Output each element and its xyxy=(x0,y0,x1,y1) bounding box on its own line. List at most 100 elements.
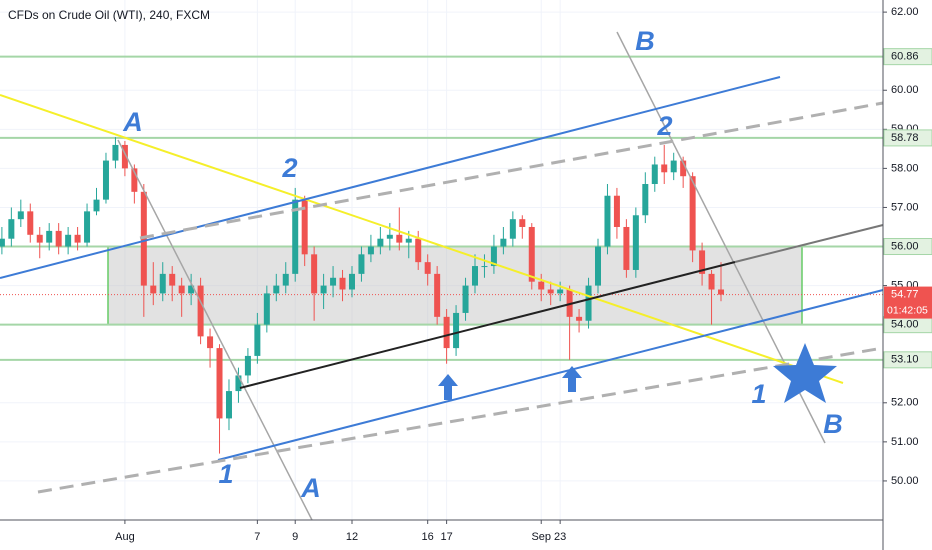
y-tick-label: 50.00 xyxy=(891,475,919,487)
annotation-label: 2 xyxy=(656,111,672,141)
candle-body xyxy=(604,195,611,247)
candle-body xyxy=(680,160,687,177)
x-tick-label: 7 xyxy=(254,531,260,543)
candle-body xyxy=(27,211,34,235)
candle-body xyxy=(292,199,299,274)
y-tick-label: 52.00 xyxy=(891,397,919,409)
candle-body xyxy=(453,312,460,349)
dashed-lower xyxy=(37,346,884,494)
candle-body xyxy=(131,168,138,192)
candle-body xyxy=(8,219,15,239)
candle-body xyxy=(36,234,43,243)
candle-body xyxy=(386,234,393,239)
candle-body xyxy=(424,262,431,274)
y-tick-label: 58.00 xyxy=(891,162,919,174)
candle-body xyxy=(585,285,592,321)
zone-box xyxy=(107,245,803,326)
dashed-upper xyxy=(139,101,884,240)
candle-body xyxy=(159,273,166,294)
x-tick-label: Sep xyxy=(531,531,551,543)
candle-body xyxy=(443,316,450,349)
candle-body xyxy=(17,211,24,220)
candle-body xyxy=(178,285,185,294)
level-label: 54.00 xyxy=(891,319,919,331)
candle-body xyxy=(311,254,318,294)
trend-line-a xyxy=(117,139,313,521)
candle-body xyxy=(169,273,176,286)
candle-body xyxy=(642,184,649,216)
candle-body xyxy=(330,277,337,286)
candle-body xyxy=(207,336,214,349)
candle-body xyxy=(216,348,223,419)
candle-body xyxy=(55,230,62,247)
annotation-label: B xyxy=(635,26,655,56)
candle-body xyxy=(121,144,128,169)
candle-body xyxy=(547,289,554,294)
annotation-label: B xyxy=(823,409,843,439)
candle-body xyxy=(244,355,251,376)
candle-body xyxy=(689,176,696,251)
candle-body xyxy=(197,285,204,337)
level-label: 56.00 xyxy=(891,240,919,252)
candle-body xyxy=(0,238,5,247)
candle-body xyxy=(84,211,91,243)
level-tag xyxy=(883,129,932,147)
y-tick-label: 51.00 xyxy=(891,436,919,448)
annotation-label: A xyxy=(300,473,321,503)
y-tick-label: 62.00 xyxy=(891,6,919,18)
candle-body xyxy=(471,266,478,286)
annotation-label: 2 xyxy=(281,153,297,183)
candle-body xyxy=(225,391,232,419)
candle-body xyxy=(462,285,469,313)
candle-body xyxy=(670,160,677,173)
candle-body xyxy=(320,285,327,294)
candle-body xyxy=(74,234,81,243)
candle-body xyxy=(396,234,403,243)
candle-body xyxy=(576,316,583,321)
candle-body xyxy=(500,238,507,247)
x-tick-label: 17 xyxy=(440,531,452,543)
candle-body xyxy=(434,273,441,317)
candle-body xyxy=(263,293,270,325)
candle-body xyxy=(273,285,280,294)
candle-body xyxy=(623,226,630,270)
level-tag xyxy=(883,48,932,66)
yellow-trend-line xyxy=(0,94,844,384)
candle-body xyxy=(708,273,715,290)
candle-body xyxy=(415,238,422,263)
time-axis xyxy=(0,520,932,550)
level-label: 60.86 xyxy=(891,51,919,63)
candle-body xyxy=(102,160,109,200)
candle-body xyxy=(358,254,365,274)
current-price-label: 54.77 xyxy=(891,288,919,300)
candle-body xyxy=(367,246,374,255)
channel-lower xyxy=(217,289,884,461)
candle-body xyxy=(348,273,355,290)
candle-body xyxy=(538,281,545,290)
price-axis xyxy=(883,0,932,550)
x-tick-label: 16 xyxy=(422,531,434,543)
candle-body xyxy=(377,238,384,247)
candle-body xyxy=(339,277,346,290)
candle-body xyxy=(150,285,157,294)
annotation-label: 1 xyxy=(218,459,233,489)
candle-body xyxy=(93,199,100,212)
candle-body xyxy=(301,199,308,255)
candle-body xyxy=(613,195,620,227)
candle-body xyxy=(65,234,72,247)
candle-body xyxy=(254,324,261,356)
background xyxy=(0,0,883,520)
candle-body xyxy=(651,164,658,185)
x-tick-label: 9 xyxy=(292,531,298,543)
x-tick-label: 12 xyxy=(346,531,358,543)
star xyxy=(773,343,837,403)
level-tag xyxy=(883,238,932,256)
up-arrow xyxy=(438,374,458,400)
median-line xyxy=(239,261,736,389)
up-arrow xyxy=(562,366,582,392)
candle-body xyxy=(235,375,242,392)
candle-body xyxy=(528,226,535,282)
candle-body xyxy=(112,144,119,161)
x-tick-label: Aug xyxy=(115,531,135,543)
